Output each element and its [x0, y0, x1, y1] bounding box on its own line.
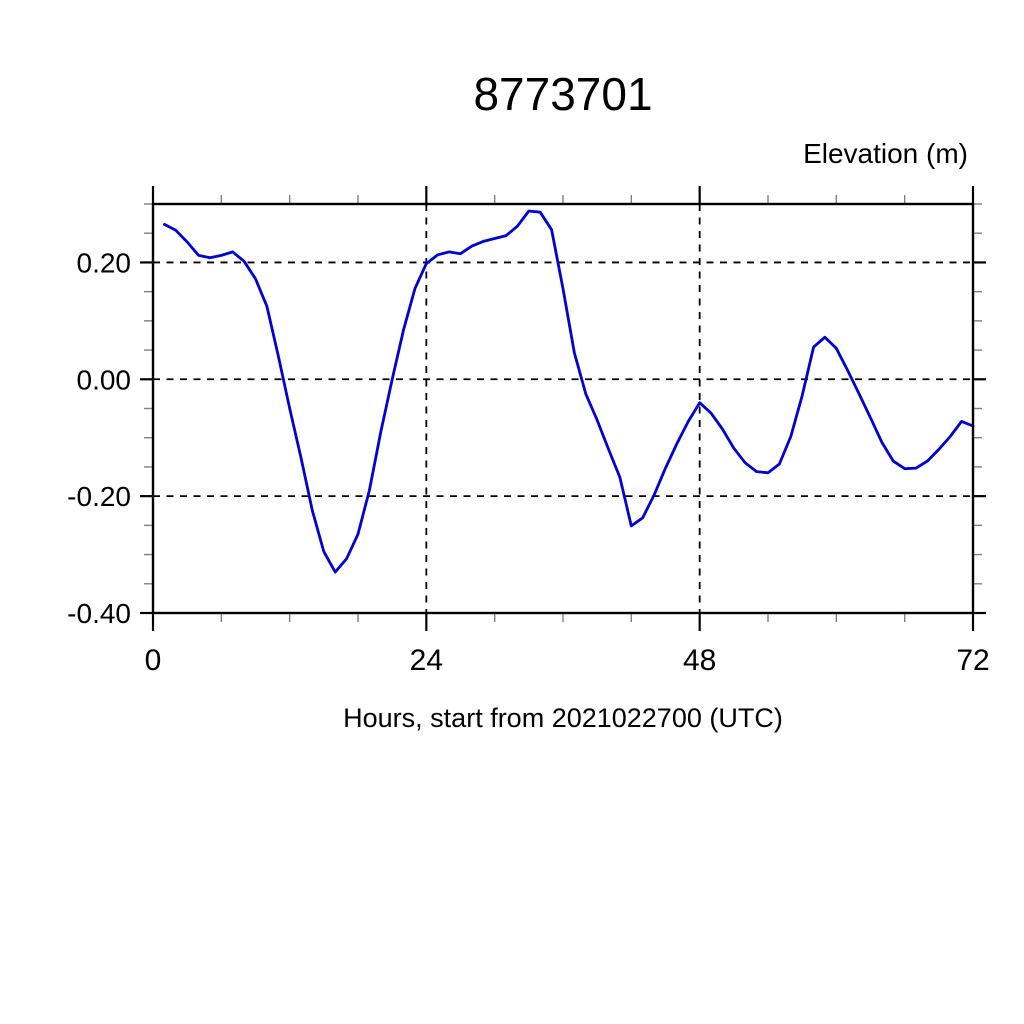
y-tick-label: 0.20	[77, 247, 132, 278]
x-axis-label: Hours, start from 2021022700 (UTC)	[343, 703, 783, 733]
y-axis-label: Elevation (m)	[803, 138, 968, 169]
label-layer: 8773701 Elevation (m) Hours, start from …	[343, 68, 968, 733]
x-tick-label: 48	[683, 644, 716, 677]
chart-title: 8773701	[473, 68, 652, 120]
y-tick-label: 0.00	[77, 364, 132, 395]
x-tick-label: 24	[410, 644, 443, 677]
series-layer	[162, 209, 975, 574]
x-tick-label: 0	[145, 644, 162, 677]
plot-frame	[151, 202, 975, 615]
elevation-line	[162, 209, 975, 574]
y-tick-label: -0.20	[67, 481, 131, 512]
x-tick-label: 72	[956, 644, 989, 677]
tick-layer: 0 24 48 72 0.20 0.00 -0.20 -0.40	[67, 186, 990, 677]
grid-layer	[153, 204, 974, 614]
y-tick-label: -0.40	[67, 598, 131, 629]
